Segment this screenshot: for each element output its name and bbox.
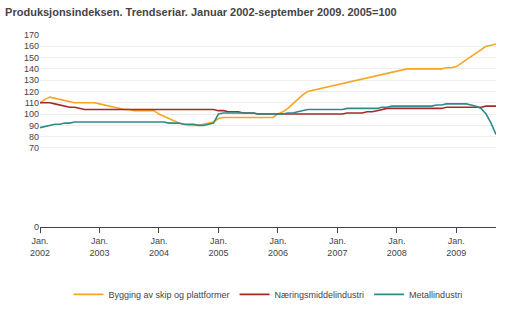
svg-text:70: 70 <box>29 143 39 153</box>
svg-text:160: 160 <box>24 41 39 51</box>
svg-text:150: 150 <box>24 53 39 63</box>
svg-text:170: 170 <box>24 30 39 40</box>
svg-text:Jan.2008: Jan.2008 <box>387 236 407 258</box>
svg-text:110: 110 <box>25 98 39 108</box>
svg-text:130: 130 <box>24 75 39 85</box>
svg-text:Bygging av skip og plattformer: Bygging av skip og plattformer <box>109 290 230 300</box>
svg-text:Metallindustri: Metallindustri <box>409 290 462 300</box>
svg-text:90: 90 <box>29 121 39 131</box>
svg-text:Jan.2007: Jan.2007 <box>327 236 347 258</box>
svg-text:Produksjonsindeksen. Trendseri: Produksjonsindeksen. Trendseriar. Januar… <box>5 6 397 18</box>
svg-text:Jan.2005: Jan.2005 <box>208 236 228 258</box>
svg-text:Jan.2006: Jan.2006 <box>268 236 288 258</box>
svg-text:120: 120 <box>24 87 39 97</box>
svg-text:100: 100 <box>24 109 39 119</box>
svg-text:0: 0 <box>34 222 39 232</box>
svg-text:Jan.2003: Jan.2003 <box>89 236 109 258</box>
svg-text:Jan.2004: Jan.2004 <box>149 236 169 258</box>
svg-text:140: 140 <box>24 64 39 74</box>
svg-text:Jan.2002: Jan.2002 <box>30 236 50 258</box>
svg-text:80: 80 <box>29 132 39 142</box>
svg-text:Næringsmiddelindustri: Næringsmiddelindustri <box>275 290 365 300</box>
svg-text:Jan.2009: Jan.2009 <box>446 236 466 258</box>
